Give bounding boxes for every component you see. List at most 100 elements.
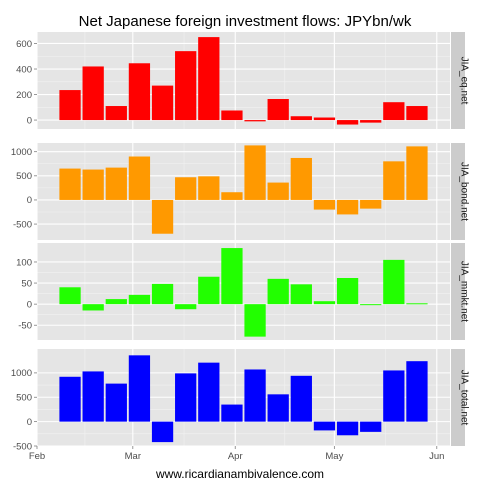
bar xyxy=(336,421,359,436)
bar xyxy=(198,37,220,121)
bar xyxy=(406,361,428,422)
y-tick-label: -500 xyxy=(13,219,32,230)
chart-title: Net Japanese foreign investment flows: J… xyxy=(79,13,412,30)
bar xyxy=(151,199,174,234)
bar xyxy=(82,371,104,422)
bar xyxy=(221,248,243,305)
bar xyxy=(360,120,382,123)
y-tick-label: 100 xyxy=(16,257,32,268)
bar xyxy=(383,259,405,305)
bar xyxy=(198,362,220,422)
bar xyxy=(267,278,289,305)
bar xyxy=(313,117,336,121)
bar xyxy=(128,63,151,121)
x-tick-label: Mar xyxy=(125,451,141,462)
bar xyxy=(244,145,266,200)
bar xyxy=(82,66,104,121)
bar xyxy=(267,99,289,121)
bar xyxy=(406,146,428,200)
bar xyxy=(290,157,312,200)
bar xyxy=(290,284,312,305)
footer-url: www.ricardianambivalence.com xyxy=(155,467,324,480)
facet-strip xyxy=(451,349,465,446)
bar xyxy=(267,182,289,200)
bar xyxy=(290,375,312,422)
bar xyxy=(128,355,151,422)
bar xyxy=(105,299,127,305)
bar xyxy=(406,303,428,305)
bar xyxy=(221,110,243,121)
y-tick-label: 500 xyxy=(16,171,32,182)
facet-label: JIA_total.net xyxy=(459,370,470,426)
bar xyxy=(105,167,127,200)
bar xyxy=(244,369,266,422)
panel-background xyxy=(37,243,450,340)
panel-JIA_bond.net: -500 0 500 1000 JIA_bond.net xyxy=(11,143,470,240)
x-tick-label: Jun xyxy=(429,451,444,462)
bar xyxy=(313,421,336,431)
x-axis: Feb Mar Apr May Jun xyxy=(29,446,444,462)
y-tick-label: 1000 xyxy=(11,147,32,158)
bar xyxy=(290,116,312,121)
bar xyxy=(336,199,359,215)
facet-strip xyxy=(451,32,465,129)
bar xyxy=(313,199,336,210)
bar xyxy=(175,177,197,200)
bar xyxy=(360,199,382,209)
bar xyxy=(151,283,174,305)
bar xyxy=(244,304,266,337)
bar xyxy=(105,106,127,121)
bar xyxy=(151,85,174,121)
bar xyxy=(336,278,359,305)
y-tick-label: 200 xyxy=(16,90,32,101)
bar xyxy=(221,404,243,422)
y-tick-label: 0 xyxy=(27,195,32,206)
bar xyxy=(198,276,220,305)
panel-JIA_total.net: -500 0 500 1000 JIA_total.net xyxy=(11,349,470,452)
facet-label: JIA_bond.net xyxy=(459,162,470,221)
bar xyxy=(128,294,151,305)
panel-JIA_eq.net: 0 200 400 600 JIA_eq.net xyxy=(16,32,470,129)
bar xyxy=(59,287,81,305)
bar xyxy=(360,421,382,432)
chart-panels: 0200400600JIA_eq.net-50005001000JIA_bond… xyxy=(11,32,470,452)
bar xyxy=(59,168,81,200)
y-tick-label: 500 xyxy=(16,393,32,404)
x-tick-label: Apr xyxy=(228,451,243,462)
facet-strip xyxy=(451,243,465,340)
bar xyxy=(244,120,266,122)
bar xyxy=(175,51,197,121)
bar xyxy=(82,304,104,311)
bar xyxy=(383,370,405,422)
bar xyxy=(383,102,405,121)
bar xyxy=(175,373,197,422)
bar xyxy=(175,304,197,310)
y-tick-label: 0 xyxy=(27,299,32,310)
y-tick-label: 50 xyxy=(21,278,32,289)
bar xyxy=(221,192,243,200)
bar xyxy=(105,383,127,422)
bar xyxy=(267,394,289,422)
bar xyxy=(198,176,220,200)
facet-label: JIA_mmkt.net xyxy=(459,261,470,322)
y-tick-label: 0 xyxy=(27,115,32,126)
x-tick-label: Feb xyxy=(29,451,45,462)
y-tick-label: -50 xyxy=(18,321,32,332)
y-tick-label: 600 xyxy=(16,39,32,50)
bar xyxy=(151,421,174,443)
y-tick-label: 0 xyxy=(27,417,32,428)
bar xyxy=(313,301,336,305)
facet-strip xyxy=(451,143,465,240)
bar xyxy=(82,169,104,200)
bar xyxy=(59,376,81,422)
bar xyxy=(59,90,81,121)
facet-label: JIA_eq.net xyxy=(459,57,470,105)
y-tick-label: -500 xyxy=(13,441,32,452)
panel-JIA_mmkt.net: -50 0 50 100 JIA_mmkt.net xyxy=(16,243,470,340)
bar xyxy=(406,106,428,121)
y-tick-label: 1000 xyxy=(11,368,32,379)
bar xyxy=(128,156,151,200)
bar xyxy=(360,304,382,306)
y-tick-label: 400 xyxy=(16,64,32,75)
